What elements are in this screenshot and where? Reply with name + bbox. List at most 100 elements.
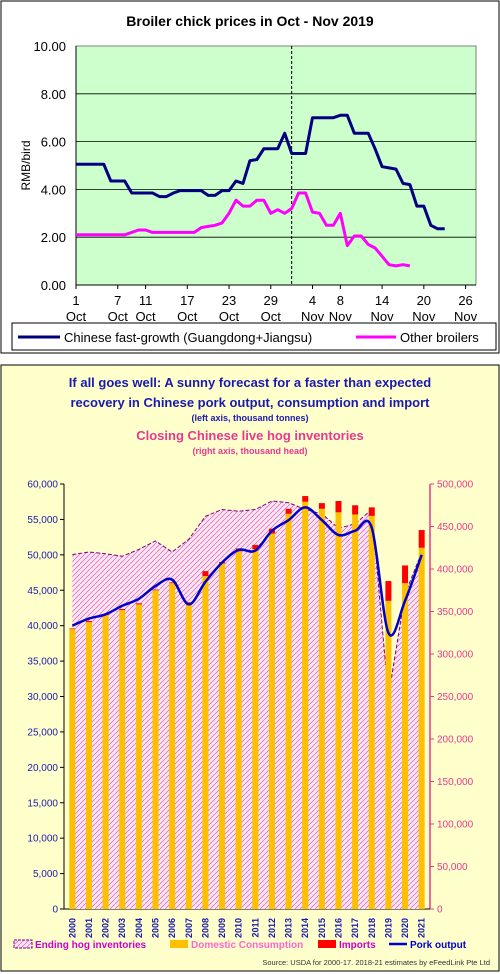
bar-domestic-consumption [252, 549, 259, 909]
bar-imports [69, 628, 76, 630]
x-tick-label: 20 [417, 293, 431, 308]
y-right-tick-label: 250,000 [437, 692, 474, 703]
bar-domestic-consumption [152, 590, 159, 909]
legend-label: Other broilers [400, 330, 479, 345]
y-tick-label: 6.00 [41, 135, 66, 150]
x-tick-label: Nov [454, 309, 478, 324]
y-left-tick-label: 5,000 [33, 869, 58, 880]
x-tick-label: 26 [458, 293, 472, 308]
x-tick-label: 2015 [317, 918, 327, 938]
bar-domestic-consumption [135, 604, 142, 909]
bar-domestic-consumption [285, 513, 292, 909]
x-tick-label: 2005 [151, 918, 161, 938]
broiler-chart: Broiler chick prices in Oct - Nov 2019 0.… [0, 0, 500, 354]
y-left-tick-label: 50,000 [27, 550, 58, 561]
bar-domestic-consumption [318, 508, 325, 909]
bar-domestic-consumption [219, 563, 226, 909]
x-tick-label: Nov [329, 309, 353, 324]
x-tick-label: 2019 [383, 918, 393, 938]
legend-label: Ending hog inventories [35, 940, 147, 951]
y-right-tick-label: 400,000 [437, 565, 474, 576]
y-left-tick-label: 0 [52, 905, 58, 916]
x-tick-label: 7 [114, 293, 121, 308]
x-tick-label: 2007 [184, 918, 194, 938]
x-tick-label: Oct [108, 309, 129, 324]
y-left-tick-label: 20,000 [27, 763, 58, 774]
bar-imports [385, 581, 392, 601]
source-note: Source: USDA for 2000-17. 2018-21 estima… [262, 958, 490, 967]
bar-domestic-consumption [119, 610, 126, 909]
chart-title-line: If all goes well: A sunny forecast for a… [69, 375, 431, 390]
chart-title: Broiler chick prices in Oct - Nov 2019 [126, 13, 374, 29]
series-line-fast-growth [76, 113, 445, 231]
x-tick-label: 2011 [250, 918, 260, 938]
y-axis-label: RMB/bird [19, 140, 33, 190]
x-tick-label: 2003 [117, 918, 127, 938]
bar-imports [352, 505, 359, 515]
y-right-tick-label: 300,000 [437, 650, 474, 661]
y-tick-label: 0.00 [41, 278, 66, 293]
y-right-tick-label: 100,000 [437, 820, 474, 831]
legend-swatch-inventory [13, 939, 33, 949]
bar-domestic-consumption [368, 515, 375, 909]
y-right-tick-label: 150,000 [437, 777, 474, 788]
y-left-tick-label: 55,000 [27, 515, 58, 526]
bar-domestic-consumption [335, 512, 342, 909]
y-left-tick-label: 10,000 [27, 834, 58, 845]
bar-domestic-consumption [235, 551, 242, 909]
x-tick-label: 11 [139, 293, 153, 308]
x-tick-label: 2010 [234, 918, 244, 938]
y-tick-label: 10.00 [33, 39, 66, 54]
bar-domestic-consumption [268, 533, 275, 909]
chart-title-line: recovery in Chinese pork output, consump… [71, 395, 431, 410]
bar-domestic-consumption [202, 576, 209, 909]
chart-title-2: Closing Chinese live hog inventories [136, 428, 364, 443]
bar-domestic-consumption [385, 600, 392, 909]
chart-subtitle-right: (right axis, thousand head) [192, 446, 307, 456]
x-tick-label: 4 [309, 293, 316, 308]
chart-subtitle-left: (left axis, thousand tonnes) [191, 413, 308, 423]
plot-area [75, 45, 477, 286]
bar-domestic-consumption [418, 547, 425, 909]
x-tick-label: 1 [72, 293, 79, 308]
x-tick-label: 2000 [67, 918, 77, 938]
x-tick-label: 2001 [84, 918, 94, 938]
x-tick-label: 2017 [350, 918, 360, 938]
bar-imports [119, 609, 126, 611]
x-tick-label: 2008 [200, 918, 210, 938]
y-tick-label: 4.00 [41, 182, 66, 197]
x-tick-label: 2002 [101, 918, 111, 938]
x-tick-label: 14 [375, 293, 389, 308]
x-tick-label: 17 [180, 293, 194, 308]
bar-domestic-consumption [102, 615, 109, 909]
y-left-tick-label: 15,000 [27, 798, 58, 809]
pork-chart: If all goes well: A sunny forecast for a… [0, 364, 500, 972]
y-left-tick-label: 35,000 [27, 657, 58, 668]
legend-label: Domestic Consumption [191, 940, 303, 951]
bar-imports [302, 496, 309, 502]
x-tick-label: Nov [301, 309, 325, 324]
x-tick-label: Nov [371, 309, 395, 324]
bar-domestic-consumption [352, 514, 359, 909]
x-tick-label: 2016 [334, 918, 344, 938]
bar-domestic-consumption [169, 583, 176, 909]
bar-imports [285, 508, 292, 514]
pork-chart-panel: If all goes well: A sunny forecast for a… [0, 364, 500, 974]
x-tick-label: 2004 [134, 918, 144, 938]
y-tick-label: 8.00 [41, 87, 66, 102]
x-tick-label: 2013 [284, 918, 294, 938]
x-tick-label: Oct [219, 309, 240, 324]
hog-inventory-line [72, 500, 423, 697]
x-tick-label: 23 [222, 293, 236, 308]
bar-domestic-consumption [185, 604, 192, 909]
bar-domestic-consumption [402, 583, 409, 909]
y-left-tick-label: 25,000 [27, 727, 58, 738]
hog-inventory-area [72, 501, 422, 909]
legend-swatch-consumption [170, 940, 188, 948]
bar-imports [252, 544, 259, 550]
x-tick-label: 2021 [417, 918, 427, 938]
bar-imports [335, 501, 342, 513]
legend-box [11, 322, 497, 351]
y-right-tick-label: 350,000 [437, 607, 474, 618]
x-tick-label: 2009 [217, 918, 227, 938]
